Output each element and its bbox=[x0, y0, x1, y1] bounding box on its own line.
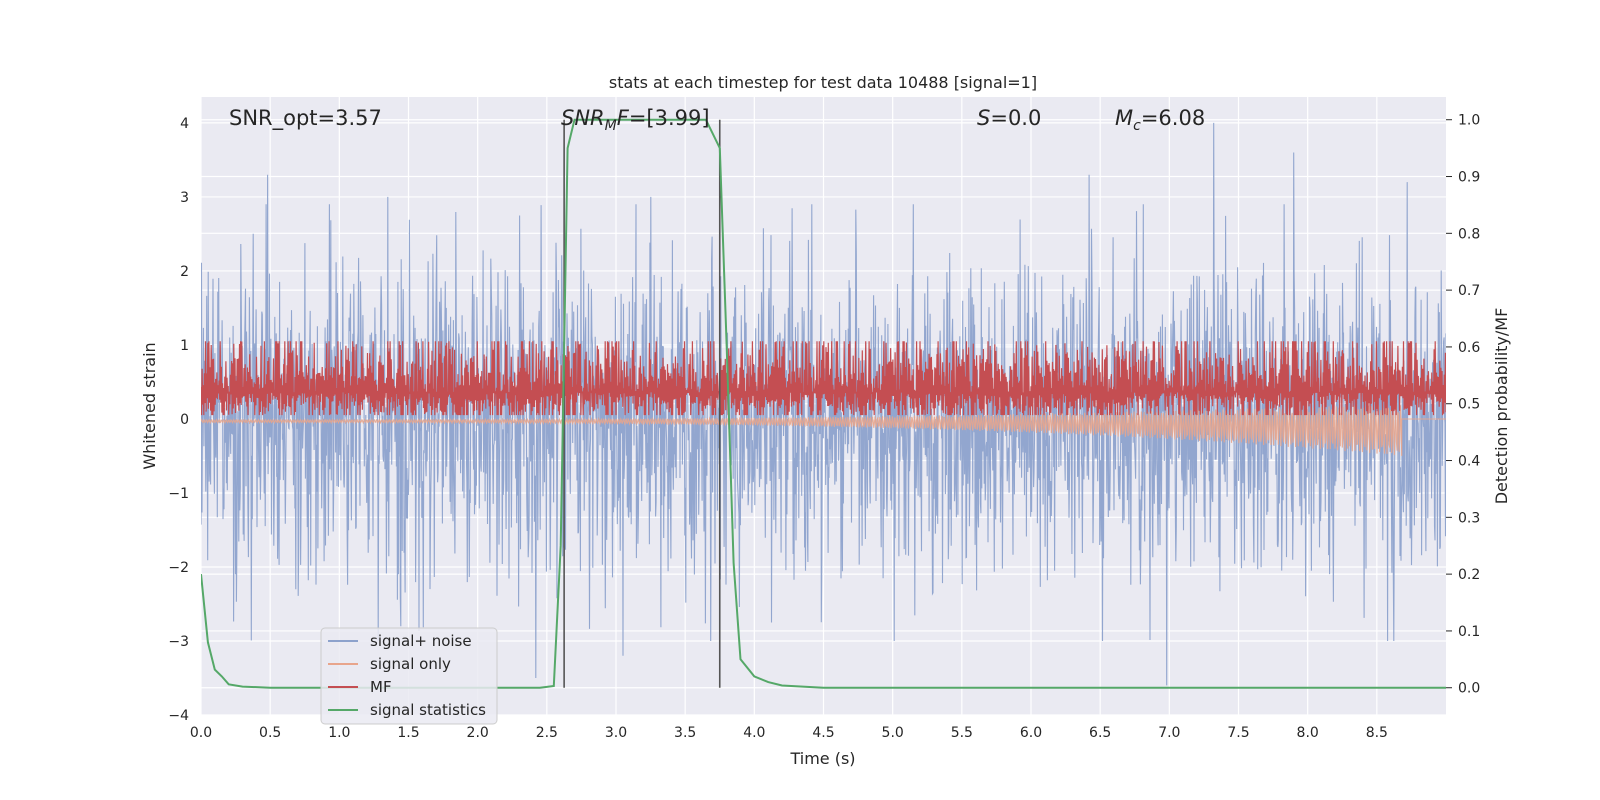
series-signal-noise bbox=[201, 122, 1446, 686]
y-tick-label-right: 0.7 bbox=[1458, 283, 1480, 299]
annotation-snr-mf-rest: F bbox=[617, 106, 630, 130]
x-tick-label: 1.0 bbox=[328, 725, 350, 741]
y-axis-label-right: Detection probability/MF bbox=[1492, 308, 1511, 505]
series-signal-statistics bbox=[201, 118, 1446, 689]
x-tick-label: 8.5 bbox=[1366, 725, 1388, 741]
y-tick-label-right: 0.6 bbox=[1458, 340, 1480, 356]
legend-label-signal-noise: signal+ noise bbox=[370, 632, 472, 650]
annotation-snr-mf: SNRMF=[3.99] bbox=[561, 106, 710, 134]
annotation-snr-opt: SNR_opt=3.57 bbox=[229, 106, 382, 131]
legend-label-signal-statistics: signal statistics bbox=[370, 701, 486, 719]
annotation-mc: Mc=6.08 bbox=[1115, 106, 1205, 134]
y-tick-label-left: 1 bbox=[180, 338, 189, 354]
x-tick-label: 1.5 bbox=[397, 725, 419, 741]
y-tick-label-right: 0.3 bbox=[1458, 510, 1480, 526]
y-tick-label-left: 4 bbox=[180, 116, 189, 132]
x-tick-label: 6.0 bbox=[1020, 725, 1042, 741]
series-signal-only bbox=[201, 404, 1446, 456]
y-tick-label-right: 0.9 bbox=[1458, 170, 1480, 186]
x-tick-label: 7.0 bbox=[1158, 725, 1180, 741]
x-tick-label: 0.5 bbox=[259, 725, 281, 741]
annotation-s-value: =0.0 bbox=[990, 106, 1041, 130]
annotation-s-name: S bbox=[977, 106, 990, 130]
y-tick-label-right: 0.0 bbox=[1458, 681, 1480, 697]
x-tick-label: 2.5 bbox=[536, 725, 558, 741]
y-tick-label-left: −3 bbox=[168, 634, 189, 650]
chart-title: stats at each timestep for test data 104… bbox=[609, 73, 1037, 92]
legend: signal+ noise signal only MF signal stat… bbox=[320, 627, 498, 725]
y-tick-label-left: −4 bbox=[168, 708, 189, 724]
y-tick-label-right: 0.1 bbox=[1458, 624, 1480, 640]
x-tick-label: 4.0 bbox=[743, 725, 765, 741]
x-tick-label: 2.0 bbox=[467, 725, 489, 741]
y-tick-label-right: 0.4 bbox=[1458, 454, 1480, 470]
y-tick-label-right: 1.0 bbox=[1458, 113, 1480, 129]
y-tick-label-left: 3 bbox=[180, 190, 189, 206]
annotation-mc-value: =6.08 bbox=[1141, 106, 1205, 130]
y-axis-label-left: Whitened strain bbox=[140, 342, 159, 469]
x-axis-label: Time (s) bbox=[789, 749, 855, 768]
y-tick-label-left: 2 bbox=[180, 264, 189, 280]
x-tick-label: 5.0 bbox=[882, 725, 904, 741]
axes-layer: 0.0 0.5 1.0 1.5 2.0 2.5 3.0 3.5 4.0 4.5 5.0 5.5 6.0 6… bbox=[168, 113, 1480, 741]
x-tick-label: 0.0 bbox=[190, 725, 212, 741]
x-tick-label: 6.5 bbox=[1089, 725, 1111, 741]
series-mf bbox=[201, 341, 1446, 416]
x-tick-label: 3.0 bbox=[605, 725, 627, 741]
y-tick-label-right: 0.8 bbox=[1458, 226, 1480, 242]
x-tick-label: 7.5 bbox=[1227, 725, 1249, 741]
annotation-snr-mf-sub: M bbox=[605, 118, 617, 134]
annotation-s: S=0.0 bbox=[977, 106, 1041, 130]
y-tick-label-left: 0 bbox=[180, 412, 189, 428]
x-tick-label: 5.5 bbox=[951, 725, 973, 741]
annotation-snr-mf-name: SNR bbox=[561, 106, 605, 130]
x-tick-label: 4.5 bbox=[812, 725, 834, 741]
legend-box bbox=[320, 627, 498, 725]
series-layer bbox=[201, 118, 1446, 689]
y-tick-label-right: 0.2 bbox=[1458, 567, 1480, 583]
y-tick-label-left: −2 bbox=[168, 560, 189, 576]
legend-label-signal-only: signal only bbox=[370, 655, 451, 673]
annotation-snr-mf-value: =[3.99] bbox=[629, 106, 710, 130]
y-tick-label-left: −1 bbox=[168, 486, 189, 502]
x-tick-label: 3.5 bbox=[674, 725, 696, 741]
annotation-mc-name: M bbox=[1115, 106, 1133, 130]
y-tick-label-right: 0.5 bbox=[1458, 397, 1480, 413]
x-tick-label: 8.0 bbox=[1297, 725, 1319, 741]
annotation-mc-sub: c bbox=[1133, 118, 1141, 134]
legend-label-mf: MF bbox=[370, 678, 392, 696]
